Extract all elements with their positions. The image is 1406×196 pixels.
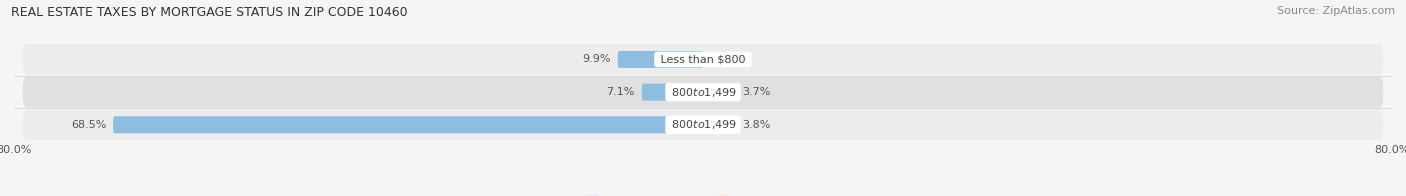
Text: $800 to $1,499: $800 to $1,499 [668,118,738,131]
Text: 9.9%: 9.9% [582,54,610,64]
FancyBboxPatch shape [703,116,735,133]
FancyBboxPatch shape [643,84,703,101]
Text: 3.8%: 3.8% [742,120,770,130]
FancyBboxPatch shape [703,84,735,101]
Text: 0.0%: 0.0% [710,54,738,64]
Text: Less than $800: Less than $800 [657,54,749,64]
FancyBboxPatch shape [617,51,703,68]
FancyBboxPatch shape [22,44,1384,75]
Text: 7.1%: 7.1% [606,87,636,97]
FancyBboxPatch shape [22,109,1384,140]
FancyBboxPatch shape [22,77,1384,107]
Text: 3.7%: 3.7% [742,87,770,97]
Text: $800 to $1,499: $800 to $1,499 [668,86,738,99]
Text: Source: ZipAtlas.com: Source: ZipAtlas.com [1277,6,1395,16]
Text: REAL ESTATE TAXES BY MORTGAGE STATUS IN ZIP CODE 10460: REAL ESTATE TAXES BY MORTGAGE STATUS IN … [11,6,408,19]
FancyBboxPatch shape [112,116,703,133]
Text: 68.5%: 68.5% [70,120,107,130]
